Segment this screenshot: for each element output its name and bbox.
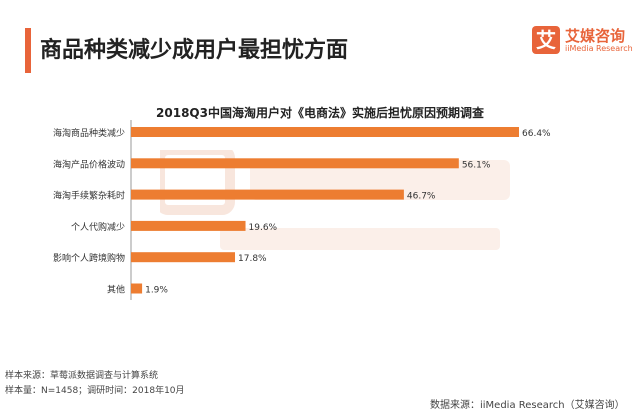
bar bbox=[131, 189, 404, 200]
logo-en: iiMedia Research bbox=[565, 43, 633, 53]
data-source: 数据来源：iiMedia Research（艾媒咨询） bbox=[430, 400, 625, 411]
bar bbox=[131, 252, 236, 263]
logo-icon: 艾 bbox=[532, 26, 560, 54]
sample-source: 样本来源：草莓派数据调查与计算系统 bbox=[5, 371, 159, 381]
category-label: 其他 bbox=[107, 284, 125, 296]
sample-size: 样本量：N=1458；调研时间：2018年10月 bbox=[5, 386, 185, 396]
bar bbox=[131, 158, 459, 169]
data-label: 1.9% bbox=[145, 286, 168, 296]
chart-title: 2018Q3中国海淘用户对《电商法》实施后担忧原因预期调查 bbox=[156, 106, 484, 120]
data-label: 17.8% bbox=[238, 254, 267, 264]
logo: 艾 艾媒咨询 iiMedia Research bbox=[532, 26, 633, 54]
title-accent-bar bbox=[25, 28, 31, 73]
category-label: 海淘产品价格波动 bbox=[53, 158, 125, 170]
bar bbox=[131, 220, 246, 231]
data-label: 66.4% bbox=[522, 129, 551, 139]
bar bbox=[131, 127, 519, 137]
category-label: 影响个人跨境购物 bbox=[53, 252, 125, 264]
bar bbox=[131, 283, 143, 294]
page-title: 商品种类减少成用户最担忧方面 bbox=[40, 38, 349, 63]
category-label: 海淘商品种类减少 bbox=[53, 127, 125, 139]
data-label: 56.1% bbox=[462, 160, 491, 170]
data-label: 19.6% bbox=[249, 223, 278, 233]
logo-cn: 艾媒咨询 bbox=[565, 26, 626, 45]
category-label: 海淘手续繁杂耗时 bbox=[53, 190, 125, 202]
data-label: 46.7% bbox=[407, 192, 436, 202]
category-label: 个人代购减少 bbox=[71, 221, 125, 233]
